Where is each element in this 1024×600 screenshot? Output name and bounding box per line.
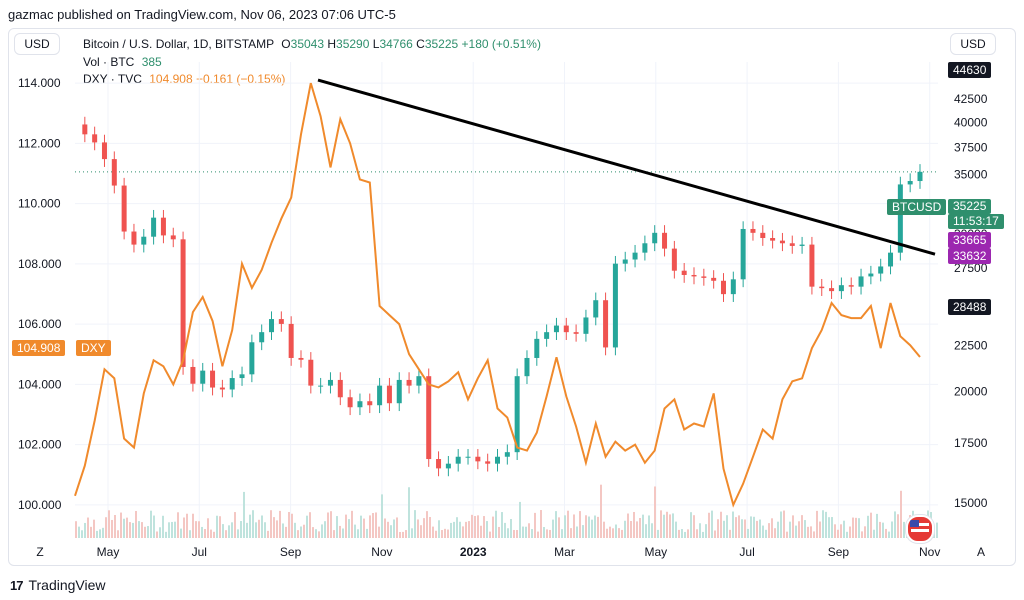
brand-name: TradingView [28,577,106,593]
events-flag-icon[interactable] [906,515,934,543]
trend-top-tag: 44630 [948,62,992,78]
low-value: 34766 [379,37,413,51]
dxy-value-tag: 104.908 [12,340,66,356]
tradingview-logo[interactable]: 17 TradingView [10,577,106,593]
purple-tag-2: 33632 [948,248,992,264]
dxy-value: 104.908 [149,72,193,86]
low-label: L [372,37,380,51]
open-value: 35043 [290,37,325,51]
dxy-change: −0.161 (−0.15%) [195,72,286,86]
close-label: C [416,37,425,51]
legend-row-btc: Bitcoin / U.S. Dollar, 1D, BITSTAMP O350… [83,37,541,51]
zoom-reset-z-button[interactable]: Z [31,543,49,561]
trendline-value-tag: 28488 [948,299,992,315]
open-label: O [281,37,291,51]
symbol-title[interactable]: Bitcoin / U.S. Dollar, 1D, BITSTAMP [83,37,274,51]
close-value: 35225 [424,37,459,51]
publisher-note: gazmac published on TradingView.com, Nov… [8,7,396,22]
vol-value: 385 [141,55,162,69]
chart-frame [8,28,1016,566]
vol-label[interactable]: Vol · BTC [83,55,135,69]
right-currency-button[interactable]: USD [950,33,996,55]
high-value: 35290 [336,37,370,51]
tradingview-mark-icon: 17 [10,577,24,593]
purple-tag-1: 33665 [948,232,992,248]
countdown-tag: 11:53:17 [948,214,1004,229]
btc-symbol-tag: BTCUSD [887,199,947,215]
legend-row-dxy: DXY · TVC 104.908 −0.161 (−0.15%) [83,72,285,86]
left-currency-button[interactable]: USD [14,33,60,55]
change-value: +180 (+0.51%) [461,37,541,51]
legend-row-vol: Vol · BTC 385 [83,55,162,69]
dxy-label[interactable]: DXY · TVC [83,72,142,86]
btc-price-tag: 35225 [948,199,992,214]
dxy-symbol-tag: DXY [76,340,111,356]
high-label: H [327,37,337,51]
auto-scale-a-button[interactable]: A [972,543,990,561]
